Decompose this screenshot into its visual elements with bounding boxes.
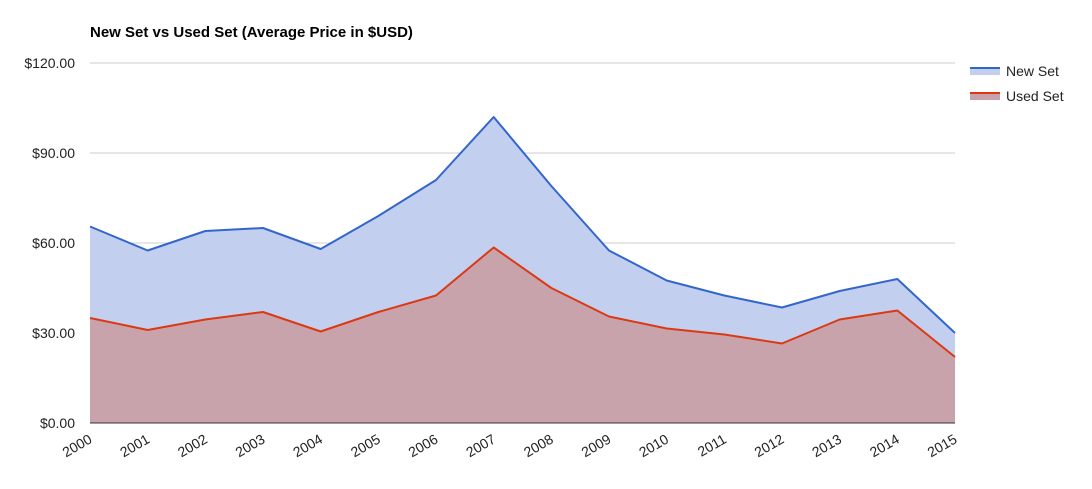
x-tick-label: 2010	[636, 431, 671, 461]
legend-swatch	[970, 68, 1000, 75]
x-tick-label: 2012	[752, 431, 787, 461]
x-tick-label: 2009	[579, 431, 614, 461]
series-lines	[89, 116, 956, 358]
area-fills	[90, 117, 955, 423]
x-tick-label: 2007	[463, 431, 498, 461]
x-tick-label: 2002	[175, 431, 210, 461]
x-tick-label: 2005	[348, 431, 383, 461]
legend: New Set Used Set	[970, 63, 1064, 104]
legend-item: New Set	[970, 63, 1059, 79]
y-tick-label: $0.00	[40, 415, 75, 431]
line-used-set	[89, 246, 956, 358]
x-tick-label: 2011	[695, 431, 729, 460]
y-tick-label: $120.00	[24, 55, 75, 71]
x-tick-label: 2014	[867, 431, 902, 461]
x-tick-label: 2000	[60, 431, 95, 461]
legend-label: New Set	[1006, 63, 1059, 79]
x-tick-label: 2004	[290, 431, 325, 461]
legend-label: Used Set	[1006, 88, 1064, 104]
y-tick-label: $60.00	[32, 235, 75, 251]
y-tick-label: $30.00	[32, 325, 75, 341]
x-tick-label: 2003	[233, 431, 268, 461]
x-axis-tick-labels: 2000 2001 2002 2003 2004 2005 2006 2007 2008 2009…	[60, 431, 960, 461]
area-used-set	[90, 247, 955, 423]
legend-item: Used Set	[970, 88, 1064, 104]
y-axis-tick-labels: $0.00 $30.00 $60.00 $90.00 $120.00	[24, 55, 75, 431]
chart-title: New Set vs Used Set (Average Price in $U…	[90, 24, 413, 41]
legend-swatch	[970, 93, 1000, 100]
x-tick-label: 2001	[117, 431, 152, 461]
x-tick-label: 2008	[521, 431, 556, 461]
x-tick-label: 2013	[809, 431, 844, 461]
line-new-set	[89, 116, 956, 334]
y-tick-label: $90.00	[32, 145, 75, 161]
x-tick-label: 2006	[406, 431, 441, 461]
x-tick-label: 2015	[925, 431, 960, 461]
